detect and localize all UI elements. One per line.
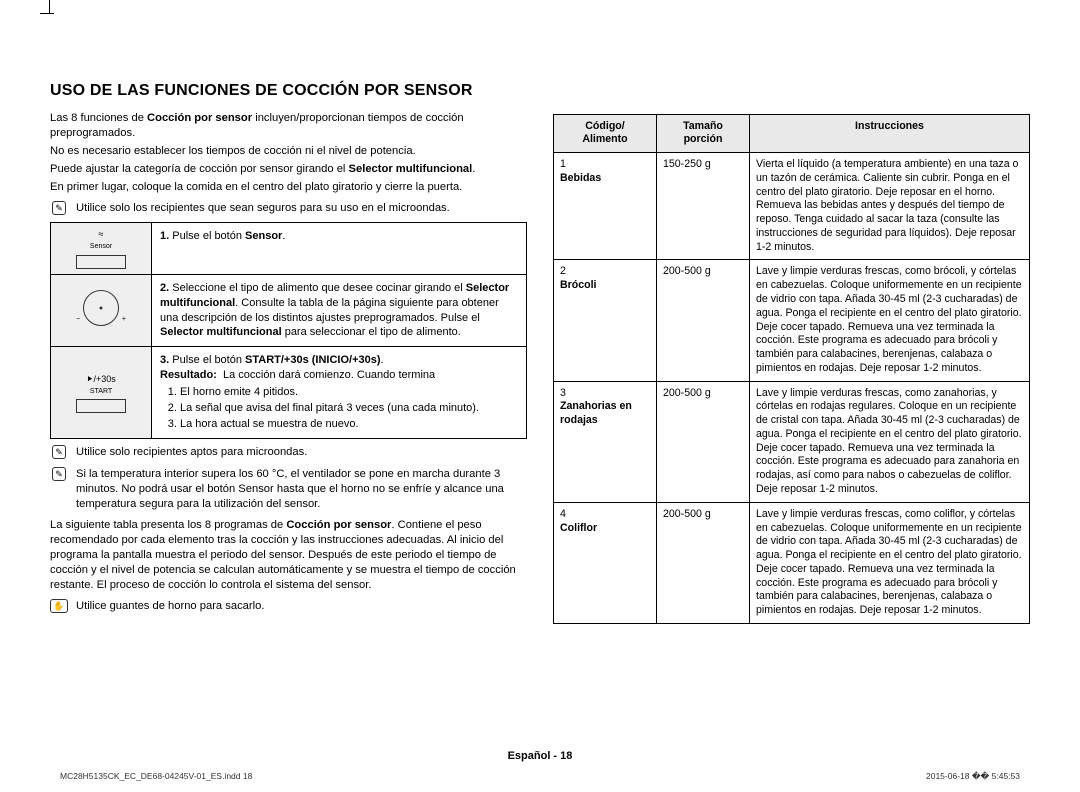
- paragraph-programs: La siguiente tabla presenta los 8 progra…: [50, 518, 527, 594]
- note-icon: ✎: [50, 467, 68, 512]
- crop-mark: [40, 0, 60, 20]
- list-item: La señal que avisa del final pitará 3 ve…: [180, 401, 518, 416]
- note-icon: ✎: [50, 445, 68, 460]
- control-sensor: ≈ Sensor: [51, 223, 152, 275]
- display-rect: [76, 399, 126, 413]
- result-text: La cocción dará comienzo. Cuando termina: [223, 369, 435, 381]
- control-dial: −+: [51, 274, 152, 346]
- step-3-text: 3. Pulse el botón START/+30s (INICIO/+30…: [152, 347, 527, 439]
- table-row: 3Zanahorias en rodajas 200-500 g Lave y …: [554, 381, 1030, 502]
- intro-p3: Puede ajustar la categoría de cocción po…: [50, 162, 527, 177]
- table-header-row: Código/Alimento Tamaño porción Instrucci…: [554, 114, 1030, 153]
- step-row-2: −+ 2. Seleccione el tipo de alimento que…: [51, 274, 527, 346]
- step-row-3: ⯈/+30s START 3. Pulse el botón START/+30…: [51, 347, 527, 439]
- display-rect: [76, 255, 126, 269]
- page-footer: Español - 18: [0, 749, 1080, 764]
- timestamp: 2015-06-18 �� 5:45:53: [926, 771, 1020, 782]
- note-1: ✎ Utilice solo los recipientes que sean …: [50, 201, 527, 216]
- step-2-text: 2. Seleccione el tipo de alimento que de…: [152, 274, 527, 346]
- note-text: Si la temperatura interior supera los 60…: [76, 467, 527, 512]
- intro-p1: Las 8 funciones de Cocción por sensor in…: [50, 111, 527, 141]
- control-start: ⯈/+30s START: [51, 347, 152, 439]
- col-code: Código/Alimento: [554, 114, 657, 153]
- result-list: El horno emite 4 pitidos. La señal que a…: [160, 385, 518, 432]
- steps-table: ≈ Sensor 1. Pulse el botón Sensor.: [50, 222, 527, 439]
- note-4: ✋ Utilice guantes de horno para sacarlo.: [50, 599, 527, 614]
- right-column: Código/Alimento Tamaño porción Instrucci…: [553, 108, 1030, 624]
- indd-filename: MC28H5135CK_EC_DE68-04245V-01_ES.indd 18: [60, 771, 252, 782]
- food-table: Código/Alimento Tamaño porción Instrucci…: [553, 114, 1030, 624]
- table-row: 1Bebidas 150-250 g Vierta el líquido (a …: [554, 153, 1030, 260]
- left-column: Las 8 funciones de Cocción por sensor in…: [50, 108, 527, 624]
- note-icon: ✎: [50, 201, 68, 216]
- glove-icon: ✋: [50, 599, 68, 614]
- note-3: ✎ Si la temperatura interior supera los …: [50, 467, 527, 512]
- sensor-icon: ≈: [76, 228, 126, 240]
- note-text: Utilice solo los recipientes que sean se…: [76, 201, 450, 216]
- col-size: Tamaño porción: [657, 114, 750, 153]
- list-item: El horno emite 4 pitidos.: [180, 385, 518, 400]
- start-label: START: [76, 387, 126, 396]
- step-row-1: ≈ Sensor 1. Pulse el botón Sensor.: [51, 223, 527, 275]
- start-icon: ⯈/+30s: [76, 373, 126, 385]
- sensor-label: Sensor: [76, 242, 126, 251]
- result-label: Resultado:: [160, 369, 217, 381]
- list-item: La hora actual se muestra de nuevo.: [180, 417, 518, 432]
- note-2: ✎ Utilice solo recipientes aptos para mi…: [50, 445, 527, 460]
- page: USO DE LAS FUNCIONES DE COCCIÓN POR SENS…: [0, 0, 1080, 792]
- intro-p4: En primer lugar, coloque la comida en el…: [50, 180, 527, 195]
- note-text: Utilice guantes de horno para sacarlo.: [76, 599, 264, 614]
- table-row: 2Brócoli 200-500 g Lave y limpie verdura…: [554, 260, 1030, 381]
- note-text: Utilice solo recipientes aptos para micr…: [76, 445, 307, 460]
- intro-p2: No es necesario establecer los tiempos d…: [50, 144, 527, 159]
- step-1-text: 1. Pulse el botón Sensor.: [152, 223, 527, 275]
- col-instructions: Instrucciones: [750, 114, 1030, 153]
- section-heading: USO DE LAS FUNCIONES DE COCCIÓN POR SENS…: [50, 80, 1030, 102]
- table-row: 4Coliflor 200-500 g Lave y limpie verdur…: [554, 502, 1030, 623]
- dial-icon: −+: [83, 290, 119, 326]
